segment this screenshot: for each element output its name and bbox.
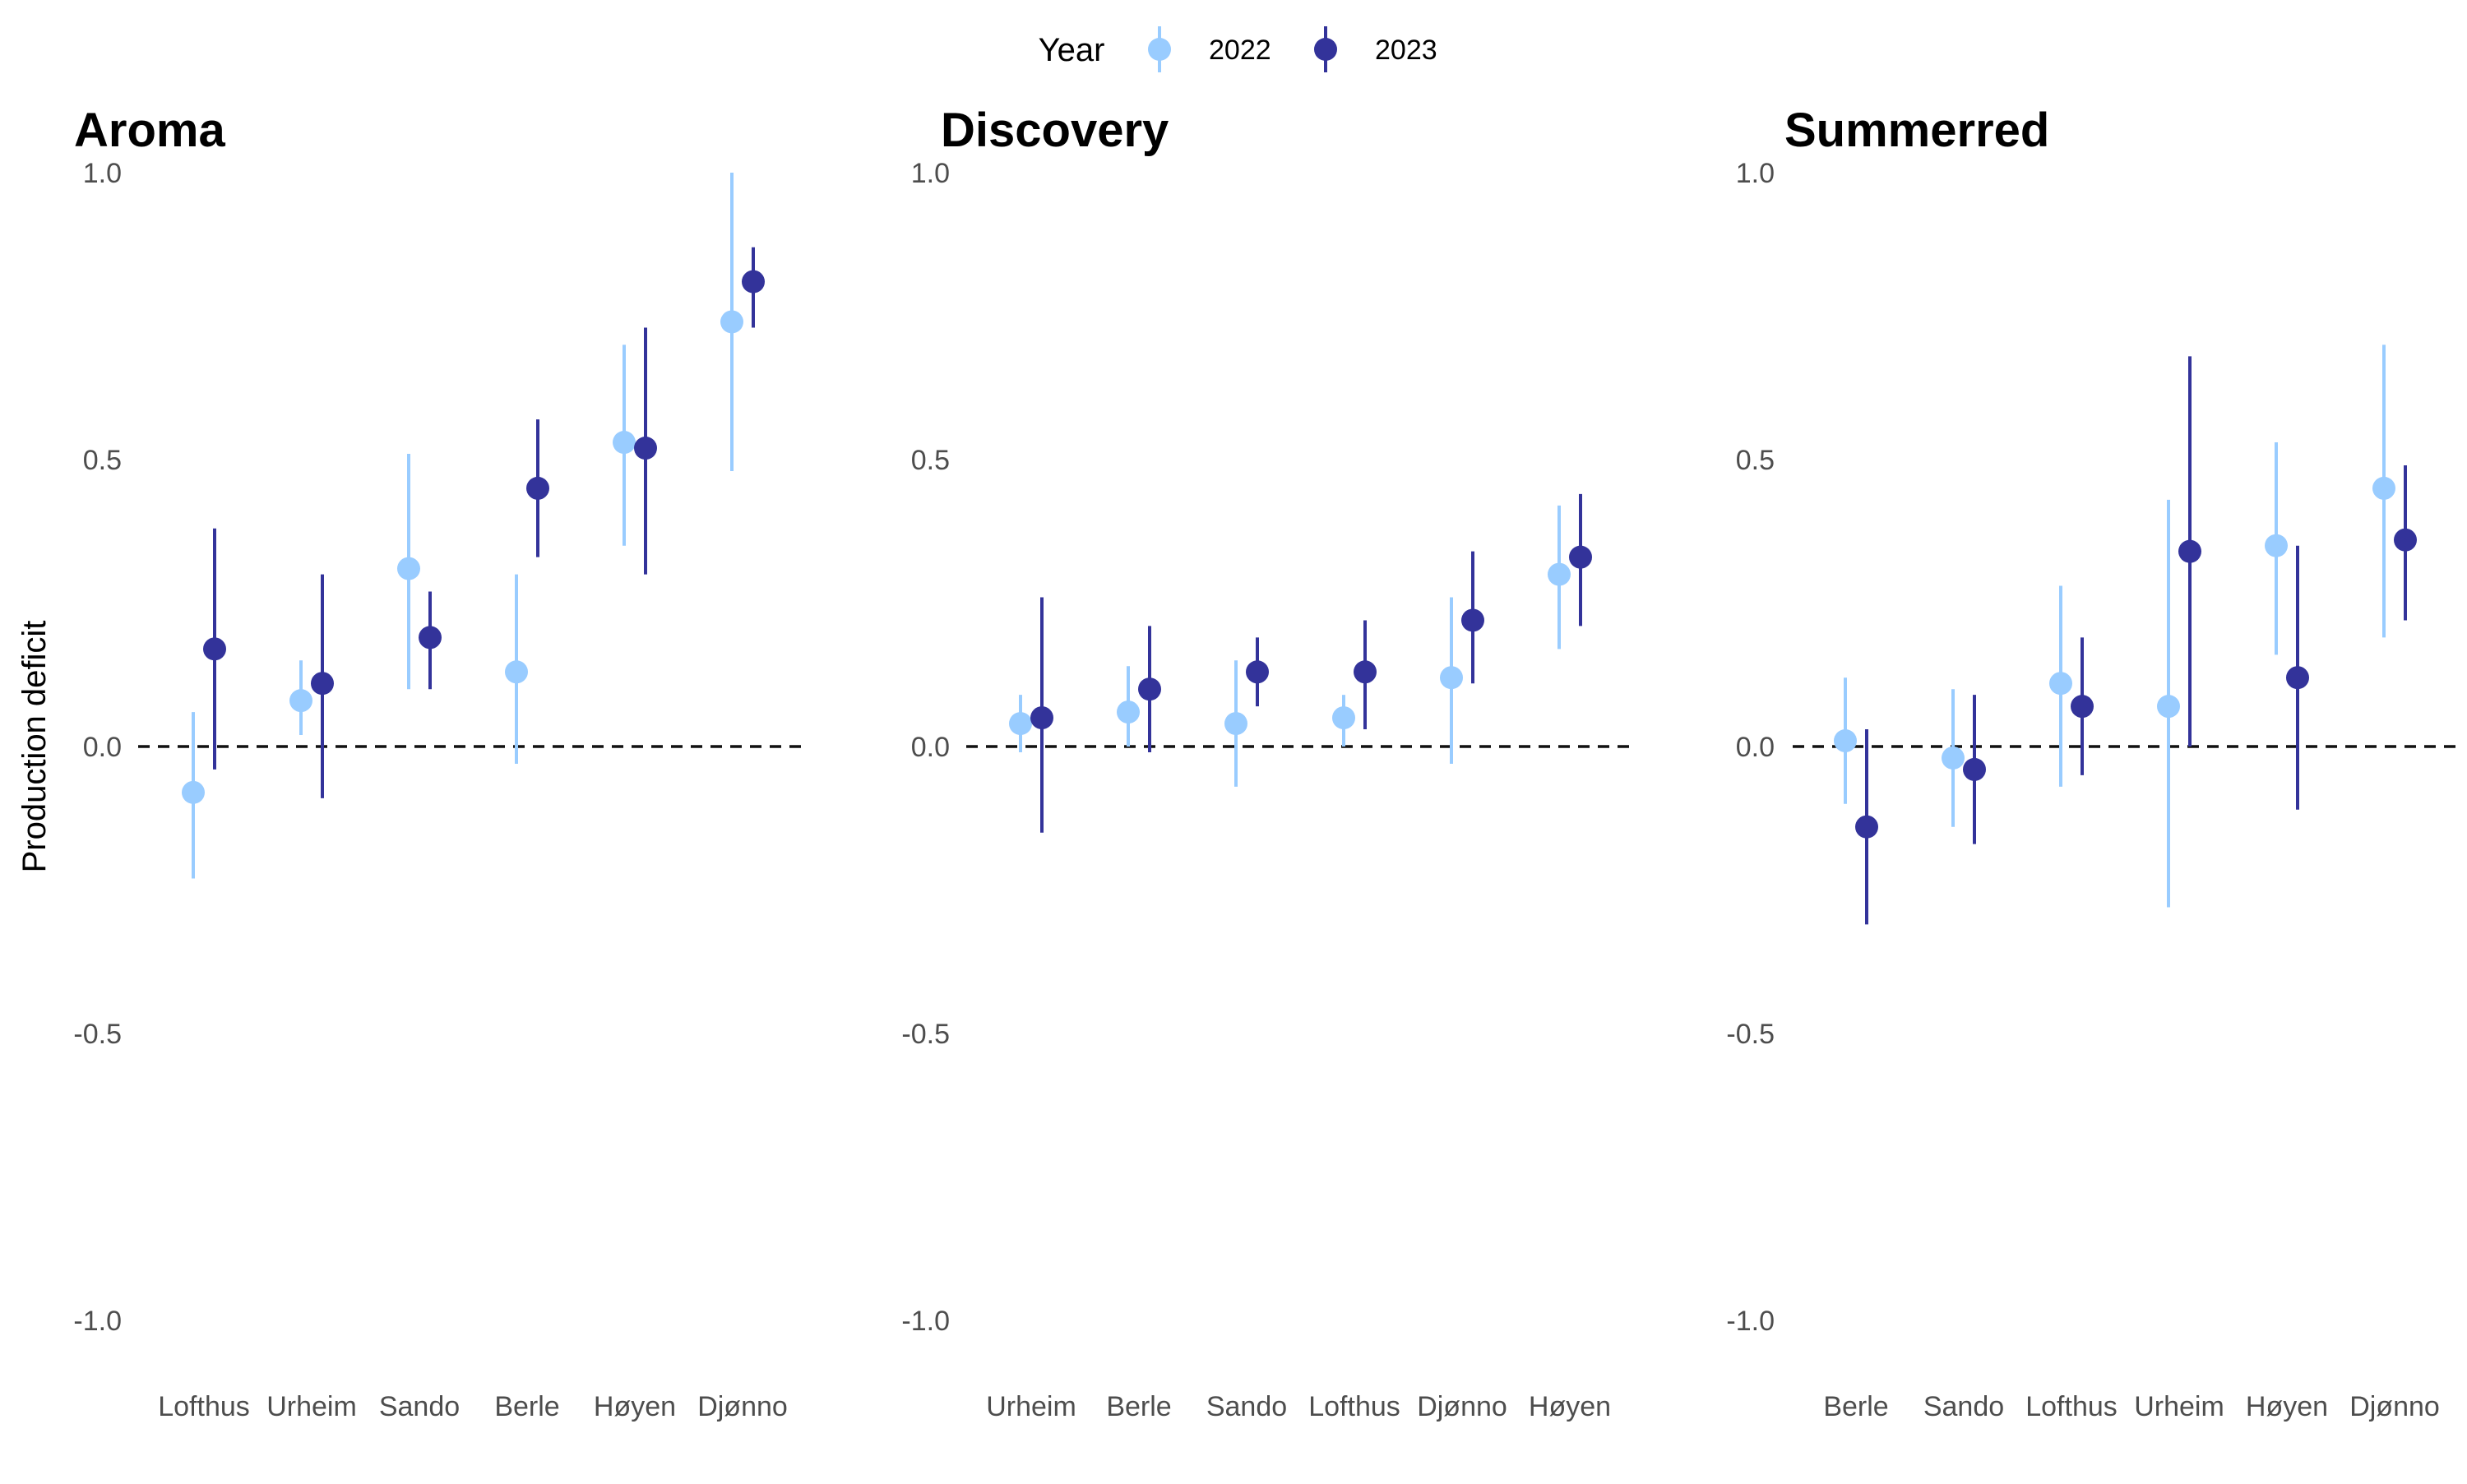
legend-title: Year (1039, 32, 1105, 68)
point-aroma-Sando-2023 (419, 626, 442, 650)
point-discovery-Djønno-2022 (1440, 666, 1463, 690)
x-tick-label-aroma-Lofthus: Lofthus (158, 1391, 250, 1422)
x-tick-label-discovery-Lofthus: Lofthus (1308, 1391, 1400, 1422)
x-tick-label-discovery-Urheim: Urheim (986, 1391, 1076, 1422)
point-aroma-Lofthus-2022 (182, 780, 205, 804)
x-tick-label-summerred-Høyen: Høyen (2246, 1391, 2328, 1422)
x-tick-label-summerred-Lofthus: Lofthus (2025, 1391, 2118, 1422)
point-aroma-Berle-2022 (505, 660, 528, 684)
point-summerred-Urheim-2022 (2157, 695, 2180, 719)
point-discovery-Lofthus-2022 (1332, 706, 1355, 730)
point-discovery-Berle-2023 (1138, 677, 1161, 701)
point-summerred-Sando-2023 (1963, 757, 1986, 781)
y-tick-label-summerred--1.0: -1.0 (1726, 1306, 1775, 1337)
point-aroma-Urheim-2023 (311, 672, 334, 696)
x-tick-label-summerred-Sando: Sando (1923, 1391, 2004, 1422)
point-summerred-Høyen-2023 (2286, 666, 2309, 690)
y-tick-label-discovery-0.5: 0.5 (911, 445, 950, 476)
panel-title-summerred: Summerred (1784, 104, 2049, 157)
point-aroma-Lofthus-2023 (203, 637, 226, 661)
x-tick-label-summerred-Djønno: Djønno (2349, 1391, 2440, 1422)
point-summerred-Berle-2023 (1855, 815, 1878, 839)
legend-key-point-2022 (1148, 38, 1171, 61)
point-discovery-Høyen-2022 (1548, 562, 1571, 586)
legend-label-2023: 2023 (1375, 35, 1437, 66)
point-summerred-Berle-2022 (1834, 729, 1857, 753)
point-discovery-Urheim-2022 (1009, 712, 1032, 736)
legend-key-point-2023 (1314, 38, 1337, 61)
y-tick-label-aroma-0.5: 0.5 (83, 445, 122, 476)
point-aroma-Høyen-2023 (634, 437, 657, 460)
point-aroma-Urheim-2022 (289, 689, 312, 713)
point-summerred-Urheim-2023 (2178, 539, 2201, 563)
point-summerred-Høyen-2022 (2265, 534, 2288, 557)
point-summerred-Djønno-2022 (2372, 476, 2395, 500)
point-summerred-Lofthus-2022 (2049, 672, 2072, 696)
y-axis-title: Production deficit (16, 621, 53, 873)
y-tick-label-aroma--0.5: -0.5 (73, 1019, 122, 1050)
point-discovery-Sando-2023 (1246, 660, 1269, 684)
y-tick-label-summerred-0.5: 0.5 (1736, 445, 1775, 476)
point-discovery-Berle-2022 (1117, 700, 1140, 724)
x-tick-label-aroma-Berle: Berle (494, 1391, 559, 1422)
y-tick-label-discovery--0.5: -0.5 (901, 1019, 950, 1050)
x-tick-label-aroma-Sando: Sando (379, 1391, 460, 1422)
y-tick-label-discovery-1.0: 1.0 (911, 158, 950, 189)
y-tick-label-aroma-1.0: 1.0 (83, 158, 122, 189)
panel-title-discovery: Discovery (941, 104, 1169, 157)
point-aroma-Berle-2023 (526, 476, 549, 500)
point-aroma-Djønno-2023 (742, 270, 765, 294)
point-discovery-Djønno-2023 (1461, 608, 1484, 632)
point-discovery-Urheim-2023 (1030, 706, 1053, 730)
point-summerred-Lofthus-2023 (2071, 695, 2094, 719)
point-discovery-Høyen-2023 (1569, 545, 1592, 569)
x-tick-label-discovery-Sando: Sando (1206, 1391, 1287, 1422)
x-tick-label-discovery-Berle: Berle (1106, 1391, 1171, 1422)
y-tick-label-discovery-0.0: 0.0 (911, 732, 950, 763)
x-tick-label-summerred-Urheim: Urheim (2134, 1391, 2224, 1422)
x-tick-label-summerred-Berle: Berle (1823, 1391, 1888, 1422)
point-discovery-Sando-2022 (1224, 712, 1247, 736)
point-aroma-Djønno-2022 (720, 310, 743, 334)
legend-label-2022: 2022 (1209, 35, 1271, 66)
y-tick-label-aroma-0.0: 0.0 (83, 732, 122, 763)
point-summerred-Sando-2022 (1942, 746, 1965, 770)
point-aroma-Høyen-2022 (613, 431, 636, 455)
x-tick-label-aroma-Urheim: Urheim (266, 1391, 357, 1422)
x-tick-label-aroma-Høyen: Høyen (594, 1391, 676, 1422)
panel-title-aroma: Aroma (74, 104, 225, 157)
y-tick-label-discovery--1.0: -1.0 (901, 1306, 950, 1337)
point-discovery-Lofthus-2023 (1354, 660, 1377, 684)
x-tick-label-aroma-Djønno: Djønno (697, 1391, 788, 1422)
x-tick-label-discovery-Djønno: Djønno (1417, 1391, 1507, 1422)
y-tick-label-summerred-1.0: 1.0 (1736, 158, 1775, 189)
y-tick-label-aroma--1.0: -1.0 (73, 1306, 122, 1337)
x-tick-label-discovery-Høyen: Høyen (1529, 1391, 1611, 1422)
y-tick-label-summerred-0.0: 0.0 (1736, 732, 1775, 763)
y-tick-label-summerred--0.5: -0.5 (1726, 1019, 1775, 1050)
point-aroma-Sando-2022 (397, 557, 420, 580)
point-summerred-Djønno-2023 (2394, 528, 2417, 552)
